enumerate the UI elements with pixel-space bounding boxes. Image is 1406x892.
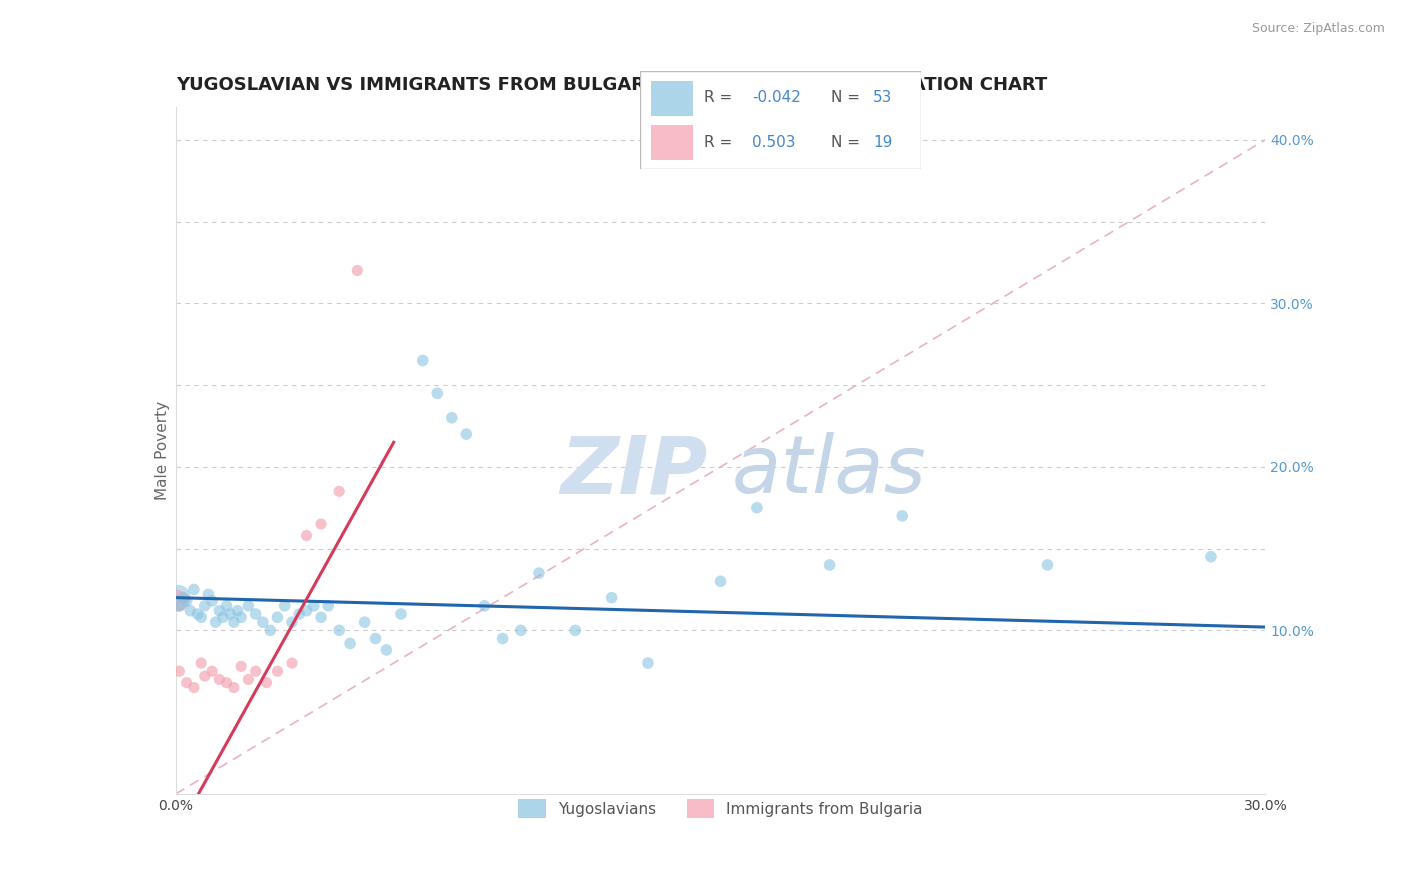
Point (509, 624, 531, 638)
Point (226, 604, 249, 618)
Point (339, 636, 361, 650)
Text: N =: N = (831, 90, 860, 105)
Point (309, 610, 332, 624)
Bar (651, 81, 693, 116)
Point (183, 582, 205, 597)
Point (564, 624, 586, 638)
Point (222, 681, 245, 695)
Point (256, 675, 278, 690)
Point (201, 664, 224, 679)
Point (222, 615, 245, 630)
Text: R =: R = (704, 135, 733, 150)
Point (318, 599, 340, 613)
Point (637, 656, 659, 670)
Point (245, 607, 267, 621)
Point (215, 675, 238, 690)
Point (169, 599, 191, 613)
Text: 0.503: 0.503 (752, 135, 796, 150)
Text: atlas: atlas (733, 432, 927, 510)
Point (328, 624, 350, 638)
Point (231, 610, 253, 624)
Point (208, 604, 231, 618)
Point (710, 574, 733, 589)
Point (274, 599, 297, 613)
Text: Source: ZipAtlas.com: Source: ZipAtlas.com (1251, 22, 1385, 36)
FancyBboxPatch shape (640, 71, 921, 169)
Point (295, 528, 318, 542)
Point (527, 566, 550, 580)
Point (183, 681, 205, 695)
Point (281, 615, 304, 630)
Point (600, 591, 623, 605)
Point (426, 386, 449, 401)
Point (891, 508, 914, 523)
Point (166, 594, 188, 608)
Point (266, 664, 288, 679)
Point (328, 484, 350, 499)
Point (252, 615, 274, 630)
Text: 53: 53 (873, 90, 893, 105)
Point (288, 607, 311, 621)
Text: N =: N = (831, 135, 860, 150)
Point (186, 607, 209, 621)
Point (215, 599, 238, 613)
Point (179, 604, 201, 618)
Point (245, 664, 267, 679)
Point (1199, 549, 1222, 564)
Point (492, 632, 515, 646)
Point (201, 594, 224, 608)
Point (190, 610, 212, 624)
Text: YUGOSLAVIAN VS IMMIGRANTS FROM BULGARIA MALE POVERTY CORRELATION CHART: YUGOSLAVIAN VS IMMIGRANTS FROM BULGARIA … (176, 77, 1047, 95)
Point (375, 643, 398, 657)
Point (309, 516, 332, 531)
Point (353, 615, 375, 630)
Text: ZIP: ZIP (560, 432, 707, 510)
Point (172, 591, 194, 605)
Point (1036, 558, 1059, 572)
Y-axis label: Male Poverty: Male Poverty (155, 401, 170, 500)
Point (194, 669, 217, 683)
Bar (651, 125, 693, 160)
Point (238, 599, 260, 613)
Point (208, 673, 231, 687)
Point (474, 599, 496, 613)
Point (259, 624, 281, 638)
Point (169, 664, 191, 679)
Text: -0.042: -0.042 (752, 90, 801, 105)
Point (440, 410, 463, 425)
Point (295, 604, 318, 618)
Point (456, 427, 478, 442)
Point (212, 610, 235, 624)
Point (389, 607, 412, 621)
Point (238, 673, 260, 687)
Point (190, 656, 212, 670)
Text: R =: R = (704, 90, 733, 105)
Point (266, 610, 288, 624)
Point (231, 659, 253, 673)
Point (302, 599, 325, 613)
Point (176, 594, 198, 608)
Point (194, 599, 217, 613)
Point (197, 587, 219, 601)
Point (412, 353, 434, 368)
Point (204, 615, 226, 630)
Legend: Yugoslavians, Immigrants from Bulgaria: Yugoslavians, Immigrants from Bulgaria (512, 793, 929, 824)
Point (346, 263, 368, 277)
Point (219, 607, 242, 621)
Point (176, 675, 198, 690)
Text: 19: 19 (873, 135, 893, 150)
Point (818, 558, 841, 572)
Point (364, 632, 387, 646)
Point (166, 591, 188, 605)
Point (281, 656, 304, 670)
Point (745, 500, 768, 515)
